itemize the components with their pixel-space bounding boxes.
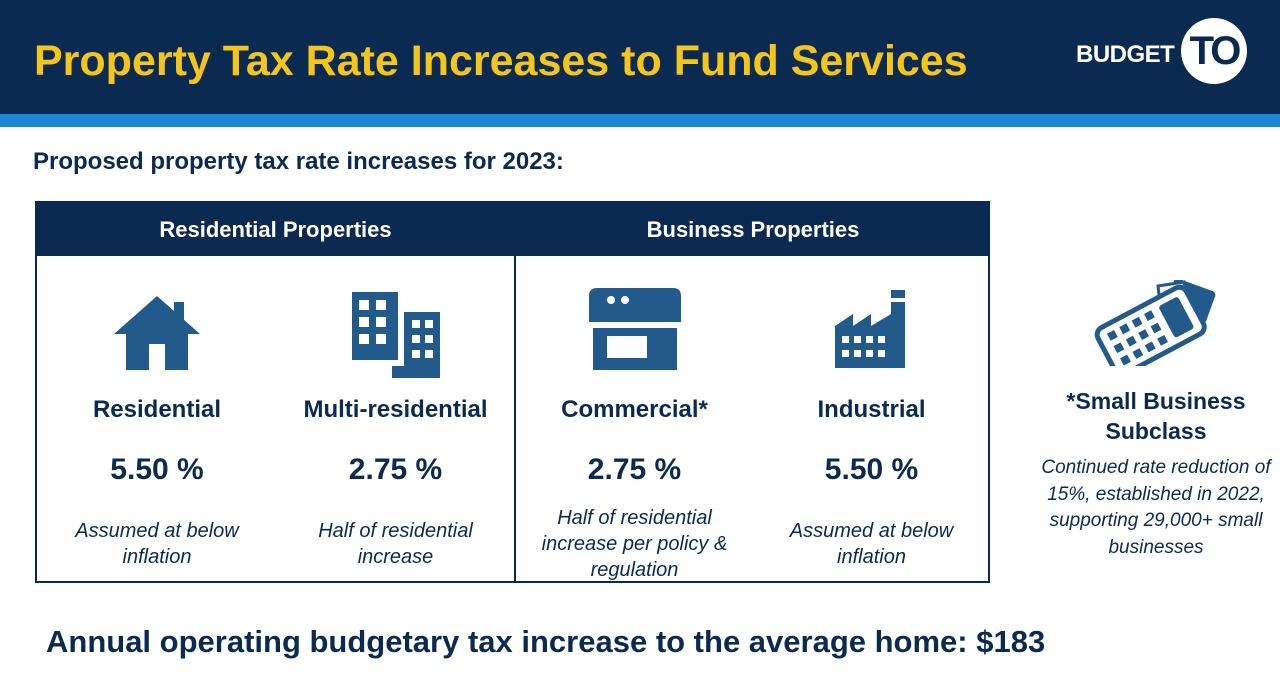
tax-rate-value: 5.50 % [110, 453, 204, 486]
residential-properties-header: Residential Properties [159, 217, 392, 242]
house-icon [114, 296, 200, 370]
category-name: Multi-residential [303, 396, 488, 423]
category-name: Residential [92, 396, 222, 423]
tax-rate-value: 2.75 % [587, 453, 682, 486]
industrial-column: Industrial 5.50 % Assumed at below infla… [753, 256, 990, 583]
apartment-building-icon [351, 292, 440, 378]
residential-column: Residential 5.50 % Assumed at below infl… [37, 256, 277, 583]
calculator-receipt-icon [1094, 280, 1216, 366]
category-note: Half of residential increase [318, 520, 473, 568]
tax-rate-table: Residential Properties Business Properti… [35, 201, 990, 583]
header-accent-stripe [0, 114, 1280, 127]
small-business-note: Continued rate reduction of 15%, establi… [1041, 457, 1271, 558]
category-name: Industrial [817, 396, 926, 423]
category-note: Assumed at below inflation [789, 520, 954, 568]
group-divider [514, 203, 516, 581]
tax-rate-value: 2.75 % [348, 453, 443, 486]
budgetto-logo: BUDGET TO [1076, 14, 1256, 100]
header-banner [0, 0, 1280, 114]
business-properties-header: Business Properties [646, 217, 860, 242]
logo-badge-text: TO [1189, 29, 1242, 73]
commercial-column: Commercial* 2.75 % Half of residential i… [516, 256, 753, 583]
category-name: Commercial* [561, 396, 708, 423]
average-home-increase: Annual operating budgetary tax increase … [46, 624, 1046, 659]
storefront-icon [588, 288, 681, 370]
category-note: Half of residential increase per policy … [541, 507, 728, 581]
small-business-title: *Small Business Subclass [1066, 388, 1246, 444]
section-subtitle: Proposed property tax rate increases for… [33, 148, 564, 175]
multi-residential-column: Multi-residential 2.75 % Half of residen… [277, 256, 514, 583]
tax-rate-value: 5.50 % [824, 453, 919, 486]
table-header: Residential Properties Business Properti… [37, 203, 988, 256]
factory-icon [834, 290, 905, 368]
logo-circle [1181, 18, 1247, 84]
category-note: Assumed at below inflation [75, 520, 239, 568]
page-title: Property Tax Rate Increases to Fund Serv… [34, 37, 968, 85]
logo-text: BUDGET [1076, 41, 1175, 68]
